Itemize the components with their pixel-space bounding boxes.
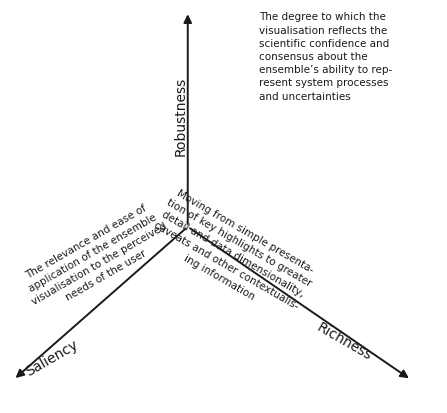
Text: Moving from simple presenta-
tion of key highlights to greater
detail and data d: Moving from simple presenta- tion of key…	[145, 185, 320, 323]
Text: The degree to which the
visualisation reflects the
scientific confidence and
con: The degree to which the visualisation re…	[259, 12, 392, 101]
Text: Robustness: Robustness	[174, 76, 188, 155]
Text: Saliency: Saliency	[23, 337, 80, 378]
Text: Richness: Richness	[314, 319, 374, 362]
Text: The relevance and ease of
application of the ensemble
visualisation to the perce: The relevance and ease of application of…	[17, 198, 175, 318]
